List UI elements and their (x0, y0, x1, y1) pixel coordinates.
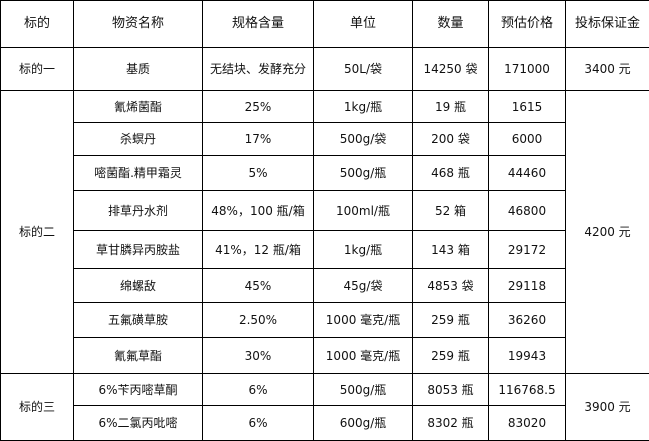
lot-deposit: 3900 元 (565, 373, 649, 441)
item-name: 杀螟丹 (73, 122, 203, 156)
header-name: 物资名称 (73, 0, 203, 48)
item-name: 氰氟草酯 (73, 337, 203, 374)
header-spec: 规格含量 (202, 0, 314, 48)
item-spec: 6% (202, 405, 314, 441)
header-price: 预估价格 (488, 0, 566, 48)
lot-name: 标的二 (0, 90, 74, 374)
table-row: 排草丹水剂 48%，100 瓶/箱 100ml/瓶 52 箱 46800 (1, 190, 649, 231)
table-row: 标的三 6%苄丙嘧草酮 6% 500g/瓶 8053 瓶 116768.5 3900 元 (0, 373, 649, 441)
item-qty: 8053 瓶 (412, 373, 489, 406)
item-spec: 5% (202, 155, 314, 191)
table-row: 标的二 氰烯菌酯 25% 1kg/瓶 19 瓶 1615 4200 元 (0, 90, 649, 374)
item-qty: 468 瓶 (412, 155, 489, 191)
item-unit: 500g/瓶 (313, 373, 413, 406)
item-name: 基质 (73, 47, 203, 91)
item-spec: 无结块、发酵充分 (202, 47, 314, 91)
item-spec: 2.50% (202, 302, 314, 338)
item-qty: 143 箱 (412, 230, 489, 269)
item-qty: 52 箱 (412, 190, 489, 231)
item-name: 6%苄丙嘧草酮 (73, 373, 203, 406)
item-unit: 1000 毫克/瓶 (313, 337, 413, 374)
item-spec: 48%，100 瓶/箱 (202, 190, 314, 231)
item-price: 44460 (488, 155, 566, 191)
lot-name: 标的一 (0, 47, 74, 91)
table-row: 绵螺敌 45% 45g/袋 4853 袋 29118 (1, 268, 649, 303)
table-row: 五氟磺草胺 2.50% 1000 毫克/瓶 259 瓶 36260 (1, 302, 649, 338)
item-qty: 19 瓶 (412, 90, 489, 123)
item-spec: 25% (202, 90, 314, 123)
item-spec: 6% (202, 373, 314, 406)
item-price: 46800 (488, 190, 566, 231)
item-unit: 1000 毫克/瓶 (313, 302, 413, 338)
item-price: 171000 (488, 47, 566, 91)
item-name: 排草丹水剂 (73, 190, 203, 231)
item-qty: 14250 袋 (412, 47, 489, 91)
lot-deposit: 3400 元 (565, 47, 649, 91)
item-name: 绵螺敌 (73, 268, 203, 303)
item-qty: 8302 瓶 (412, 405, 489, 441)
item-qty: 4853 袋 (412, 268, 489, 303)
item-name: 6%二氯丙吡嘧 (73, 405, 203, 441)
item-qty: 200 袋 (412, 122, 489, 156)
table-row: 6%二氯丙吡嘧 6% 600g/瓶 8302 瓶 83020 (1, 405, 649, 441)
item-price: 1615 (488, 90, 566, 123)
header-qty: 数量 (412, 0, 489, 48)
item-spec: 45% (202, 268, 314, 303)
header-unit: 单位 (313, 0, 413, 48)
item-unit: 45g/袋 (313, 268, 413, 303)
table-row: 草甘膦异丙胺盐 41%，12 瓶/箱 1kg/瓶 143 箱 29172 (1, 230, 649, 269)
lot-name: 标的三 (0, 373, 74, 441)
item-unit: 50L/袋 (313, 47, 413, 91)
item-price: 36260 (488, 302, 566, 338)
table-row: 杀螟丹 17% 500g/袋 200 袋 6000 (1, 122, 649, 156)
item-price: 116768.5 (488, 373, 566, 406)
item-spec: 41%，12 瓶/箱 (202, 230, 314, 269)
item-unit: 500g/瓶 (313, 155, 413, 191)
item-price: 29172 (488, 230, 566, 269)
header-deposit: 投标保证金 (565, 0, 649, 48)
item-name: 嘧菌酯.精甲霜灵 (73, 155, 203, 191)
header-row: 标的 物资名称 规格含量 单位 数量 预估价格 投标保证金 (0, 0, 649, 48)
item-unit: 1kg/瓶 (313, 90, 413, 123)
item-price: 6000 (488, 122, 566, 156)
item-price: 83020 (488, 405, 566, 441)
table-row: 氰氟草酯 30% 1000 毫克/瓶 259 瓶 19943 (1, 337, 649, 374)
item-name: 草甘膦异丙胺盐 (73, 230, 203, 269)
lot-deposit: 4200 元 (565, 90, 649, 374)
item-unit: 500g/袋 (313, 122, 413, 156)
item-name: 五氟磺草胺 (73, 302, 203, 338)
table-row: 嘧菌酯.精甲霜灵 5% 500g/瓶 468 瓶 44460 (1, 155, 649, 191)
item-price: 19943 (488, 337, 566, 374)
item-qty: 259 瓶 (412, 302, 489, 338)
item-unit: 100ml/瓶 (313, 190, 413, 231)
item-unit: 600g/瓶 (313, 405, 413, 441)
item-name: 氰烯菌酯 (73, 90, 203, 123)
item-spec: 30% (202, 337, 314, 374)
item-unit: 1kg/瓶 (313, 230, 413, 269)
header-lot: 标的 (0, 0, 74, 48)
item-spec: 17% (202, 122, 314, 156)
table-row: 标的一 基质 无结块、发酵充分 50L/袋 14250 袋 171000 3400 元 (0, 47, 649, 91)
item-qty: 259 瓶 (412, 337, 489, 374)
item-price: 29118 (488, 268, 566, 303)
